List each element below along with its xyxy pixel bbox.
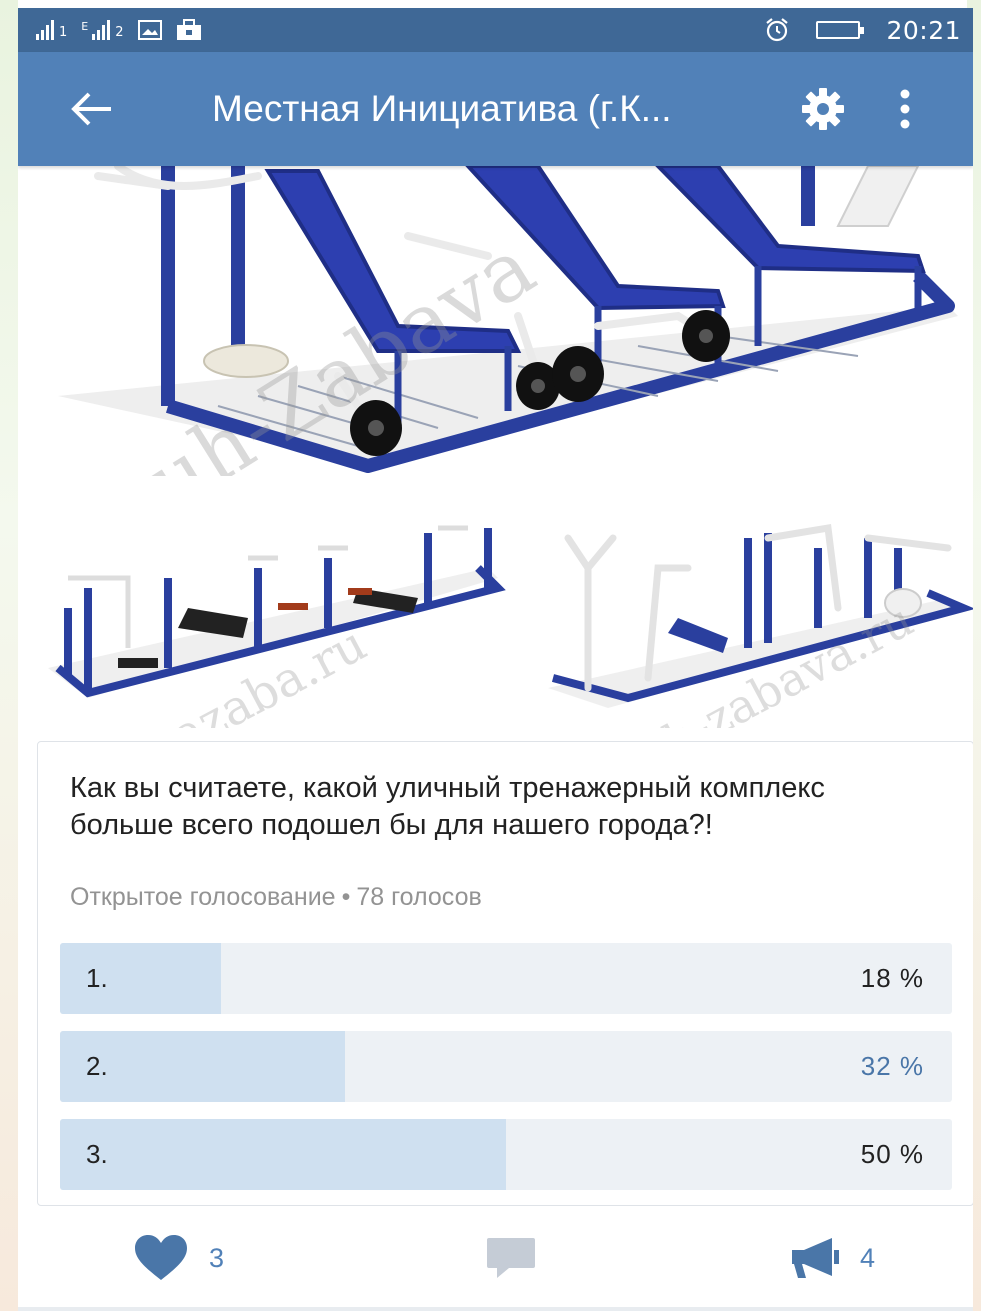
likes-count: 3 bbox=[209, 1242, 225, 1273]
poll-question: Как вы считаете, какой уличный тренажерн… bbox=[70, 772, 825, 841]
poll-option-label: 3. bbox=[86, 1139, 108, 1169]
heart-icon bbox=[135, 1235, 187, 1280]
sim2-label: 2 bbox=[115, 25, 124, 40]
briefcase-icon bbox=[176, 19, 202, 41]
poll-option-3[interactable]: 3. 50 % bbox=[60, 1119, 952, 1190]
gear-icon bbox=[802, 88, 844, 130]
post-photo-main[interactable]: uh-Zabava bbox=[18, 162, 973, 531]
poll-option-percent: 32 % bbox=[860, 1051, 924, 1081]
back-button[interactable] bbox=[66, 84, 116, 134]
poll-option-bar bbox=[60, 943, 221, 1014]
arrow-left-icon bbox=[71, 92, 111, 126]
poll-option-label: 2. bbox=[86, 1051, 108, 1081]
page-title: Местная Инициатива (г.К... bbox=[212, 88, 672, 129]
shares-count: 4 bbox=[860, 1242, 876, 1273]
clock: 20:21 bbox=[886, 15, 961, 45]
divider bbox=[18, 1307, 973, 1311]
poll-type: Открытое голосование bbox=[70, 883, 336, 911]
sim1-label: 1 bbox=[59, 25, 68, 40]
like-button[interactable]: 3 bbox=[133, 1223, 224, 1293]
post-actions: 3 4 bbox=[18, 1223, 973, 1293]
poll-option-2[interactable]: 2. 32 % bbox=[60, 1031, 952, 1102]
poll-option-1[interactable]: 1. 18 % bbox=[60, 943, 952, 1014]
poll-option-percent: 18 % bbox=[860, 963, 924, 993]
alarm-icon bbox=[764, 17, 790, 43]
app-bar: Местная Инициатива (г.К... bbox=[18, 52, 973, 166]
settings-button[interactable] bbox=[798, 84, 848, 134]
background-left bbox=[0, 0, 18, 1311]
network-type: E bbox=[81, 20, 89, 33]
poll-votes-count: 78 голосов bbox=[356, 883, 482, 911]
battery-icon bbox=[816, 21, 865, 39]
phone-screen: 1 E 2 20:21 Местная Инициа bbox=[18, 8, 973, 1311]
poll-option-label: 1. bbox=[86, 963, 108, 993]
signal-sim1-icon: 1 bbox=[36, 20, 67, 40]
megaphone-icon bbox=[792, 1238, 839, 1278]
comment-icon bbox=[487, 1238, 535, 1278]
signal-sim2-icon: E 2 bbox=[81, 20, 124, 40]
poll-option-percent: 50 % bbox=[860, 1139, 924, 1169]
gallery-icon bbox=[137, 20, 162, 40]
status-bar: 1 E 2 20:21 bbox=[18, 8, 973, 52]
poll-meta: Открытое голосование • 78 голосов bbox=[70, 883, 482, 912]
post-photo-2[interactable]: ubazaba.ru bbox=[28, 508, 508, 793]
more-vertical-icon bbox=[900, 89, 910, 129]
share-button[interactable]: 4 bbox=[790, 1223, 875, 1293]
poll-option-bar bbox=[60, 1119, 506, 1190]
post-photo-3[interactable]: uh-zabava.ru bbox=[528, 508, 973, 782]
meta-separator: • bbox=[341, 883, 351, 911]
poll-option-bar bbox=[60, 1031, 346, 1102]
poll-card: Как вы считаете, какой уличный тренажерн… bbox=[37, 741, 973, 1206]
more-options-button[interactable] bbox=[890, 84, 920, 134]
comment-button[interactable] bbox=[485, 1223, 537, 1293]
